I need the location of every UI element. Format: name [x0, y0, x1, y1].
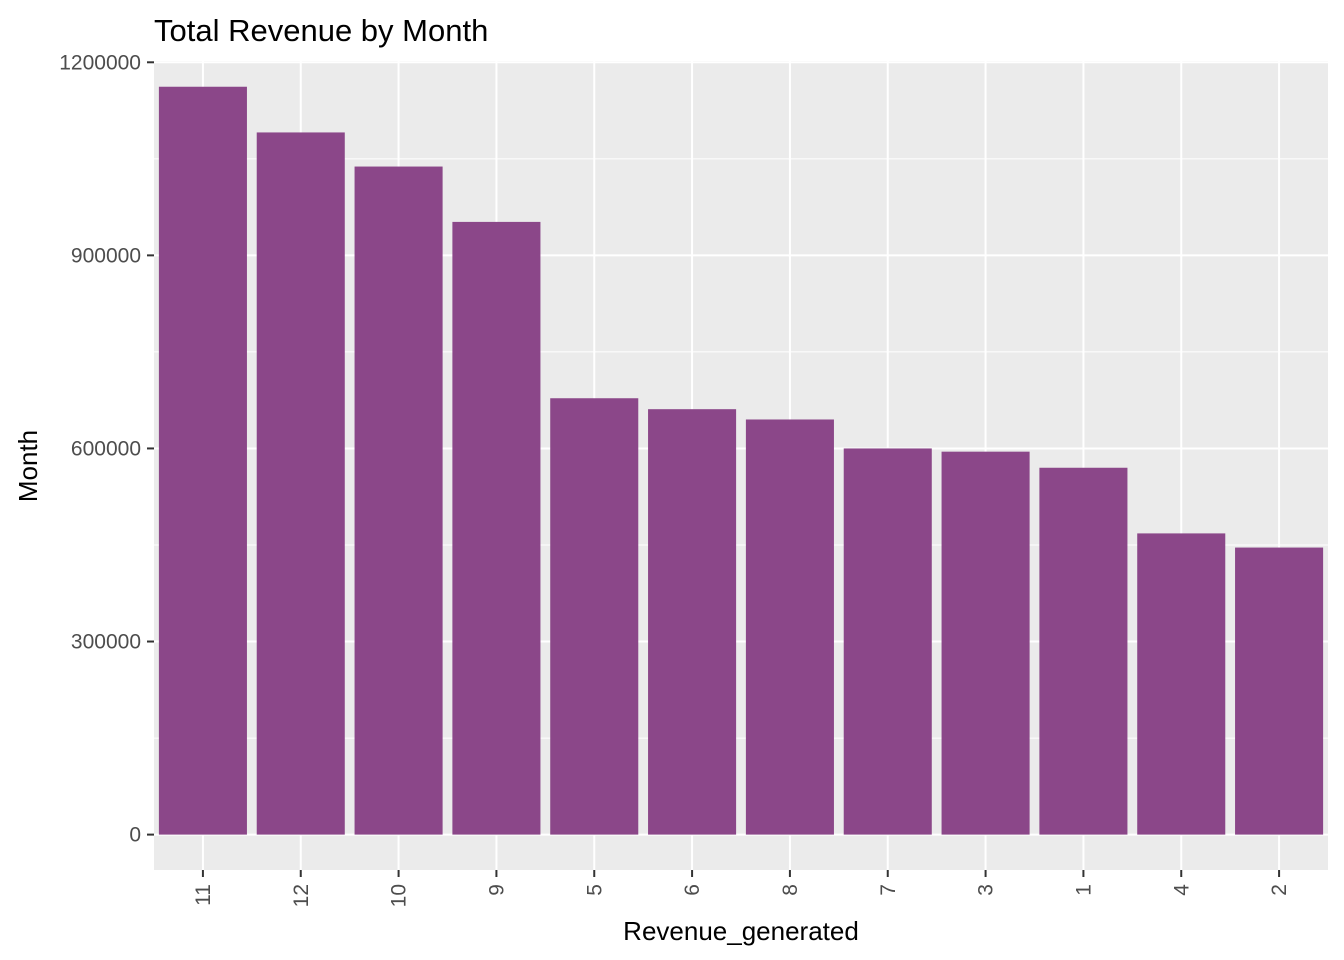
chart-title: Total Revenue by Month: [154, 13, 488, 48]
bar-month-9: [452, 221, 541, 835]
y-tick-label: 0: [129, 824, 141, 847]
plot-panel: [154, 61, 1328, 870]
bar-month-6: [648, 409, 737, 835]
x-tick-label: 10: [388, 884, 411, 907]
x-tick-label: 8: [779, 884, 802, 896]
x-tick-label: 7: [877, 884, 900, 896]
x-axis-ticks: 11 12 10 9 5 6 8 7 3 1 4 2: [192, 870, 1291, 907]
bar-month-10: [354, 166, 443, 835]
minor-gridlines: [154, 158, 1328, 739]
x-axis-title: Revenue_generated: [623, 916, 859, 946]
x-tick-label: 5: [583, 884, 606, 896]
bar-month-4: [1137, 533, 1226, 835]
bar-month-3: [941, 451, 1030, 835]
bar-month-2: [1235, 547, 1324, 835]
x-tick-label: 4: [1170, 884, 1193, 896]
bars: [158, 86, 1324, 835]
x-tick-label: 11: [192, 884, 215, 906]
bar-month-5: [550, 398, 639, 835]
y-tick-label: 600000: [71, 437, 141, 460]
y-tick-label: 900000: [71, 244, 141, 267]
y-tick-label: 1200000: [59, 51, 141, 74]
x-tick-label: 2: [1268, 884, 1291, 896]
bar-month-11: [158, 86, 247, 835]
bar-month-8: [745, 419, 834, 835]
x-tick-label: 3: [975, 884, 998, 896]
x-tick-label: 6: [681, 884, 704, 896]
y-axis-ticks: 0 300000 600000 900000 1200000: [59, 51, 154, 847]
x-tick-label: 9: [485, 884, 508, 896]
x-tick-label: 12: [290, 884, 313, 907]
bar-month-1: [1039, 467, 1128, 835]
y-tick-label: 300000: [71, 631, 141, 654]
y-axis-title: Month: [13, 430, 43, 502]
bar-month-12: [256, 132, 345, 835]
x-tick-label: 1: [1072, 884, 1095, 896]
bar-month-7: [843, 448, 932, 835]
